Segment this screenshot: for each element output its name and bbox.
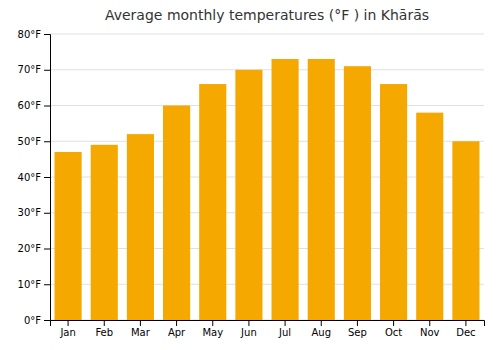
x-tick-mark bbox=[104, 320, 105, 326]
x-tick-mark bbox=[285, 320, 286, 326]
y-tick-mark bbox=[44, 213, 50, 214]
x-tick-mark bbox=[357, 320, 358, 326]
bar bbox=[380, 84, 407, 320]
x-tick: Oct bbox=[385, 320, 402, 338]
chart: Jan Feb Mar Apr May Jun Jul Aug Sep Oct Nov Dec 0°F 1… bbox=[0, 0, 500, 350]
x-tick: Sep bbox=[348, 320, 367, 338]
x-tick: Jul bbox=[278, 320, 291, 338]
y-tick: 40°F bbox=[18, 172, 50, 183]
y-tick: 70°F bbox=[18, 64, 50, 75]
bar bbox=[91, 145, 118, 320]
bar bbox=[127, 134, 154, 320]
bar bbox=[452, 141, 479, 320]
y-axis-line bbox=[44, 35, 51, 321]
x-tick: Apr bbox=[168, 320, 186, 338]
y-tick-label: 10°F bbox=[18, 279, 42, 290]
bar bbox=[163, 106, 190, 321]
plot: Jan Feb Mar Apr May Jun Jul Aug Sep Oct Nov Dec 0°F 1… bbox=[18, 29, 485, 338]
y-tick-label: 40°F bbox=[18, 172, 42, 183]
y-tick-mark bbox=[44, 249, 50, 250]
y-tick: 60°F bbox=[18, 100, 50, 111]
x-tick-label: Oct bbox=[385, 327, 402, 338]
y-tick: 20°F bbox=[18, 243, 50, 254]
y-tick-mark bbox=[44, 106, 50, 107]
x-tick-label: Jun bbox=[240, 327, 257, 338]
x-axis: Jan Feb Mar Apr May Jun Jul Aug Sep Oct Nov Dec bbox=[51, 320, 485, 338]
y-tick-mark bbox=[44, 34, 50, 35]
bar bbox=[416, 113, 443, 320]
y-tick-label: 30°F bbox=[18, 207, 42, 218]
bar bbox=[55, 152, 82, 320]
grid-line bbox=[50, 105, 484, 106]
x-tick-mark bbox=[248, 320, 249, 326]
x-tick-label: Aug bbox=[311, 327, 331, 338]
y-tick-label: 70°F bbox=[18, 64, 42, 75]
y-tick: 10°F bbox=[18, 279, 50, 290]
x-tick-label: Jan bbox=[59, 327, 75, 338]
grid-line bbox=[50, 34, 484, 35]
x-tick-label: Dec bbox=[456, 327, 475, 338]
y-tick-mark bbox=[44, 284, 50, 285]
y-tick-label: 50°F bbox=[18, 136, 42, 147]
bar bbox=[308, 59, 335, 320]
x-axis-line bbox=[51, 321, 485, 327]
x-tick: May bbox=[202, 320, 223, 338]
bar bbox=[272, 59, 299, 320]
y-tick-label: 60°F bbox=[18, 100, 42, 111]
grid-line bbox=[50, 69, 484, 70]
x-tick-mark bbox=[212, 320, 213, 326]
x-tick-label: Jul bbox=[278, 327, 291, 338]
x-tick: Feb bbox=[95, 320, 113, 338]
x-tick-label: Feb bbox=[95, 327, 113, 338]
title: Average monthly temperatures (°F ) in Kh… bbox=[105, 7, 429, 23]
y-tick: 30°F bbox=[18, 207, 50, 218]
y-axis: 0°F 10°F 20°F 30°F 40°F 50°F 60°F 70°F 80°F bbox=[18, 29, 51, 326]
x-tick-mark bbox=[176, 320, 177, 326]
y-tick-mark bbox=[44, 70, 50, 71]
y-tick-mark bbox=[44, 320, 50, 321]
x-tick-mark bbox=[429, 320, 430, 326]
x-tick: Dec bbox=[456, 320, 475, 338]
x-tick: Mar bbox=[131, 320, 151, 338]
x-tick-mark bbox=[68, 320, 69, 326]
x-tick: Nov bbox=[420, 320, 440, 338]
x-tick-mark bbox=[393, 320, 394, 326]
y-tick-label: 20°F bbox=[18, 243, 42, 254]
y-tick: 50°F bbox=[18, 136, 50, 147]
y-tick: 80°F bbox=[18, 29, 50, 40]
x-tick-mark bbox=[465, 320, 466, 326]
x-tick-mark bbox=[321, 320, 322, 326]
y-tick-mark bbox=[44, 177, 50, 178]
x-tick-label: May bbox=[202, 327, 223, 338]
x-tick: Jan bbox=[59, 320, 75, 338]
x-tick-label: Sep bbox=[348, 327, 367, 338]
x-tick-label: Nov bbox=[420, 327, 440, 338]
x-tick: Jun bbox=[240, 320, 257, 338]
x-tick-mark bbox=[140, 320, 141, 326]
grid bbox=[50, 34, 484, 320]
x-tick-label: Apr bbox=[168, 327, 186, 338]
y-tick-mark bbox=[44, 141, 50, 142]
bar bbox=[344, 66, 371, 320]
y-tick: 0°F bbox=[24, 315, 50, 326]
bar bbox=[235, 70, 262, 320]
x-tick: Aug bbox=[311, 320, 331, 338]
y-tick-label: 80°F bbox=[18, 29, 42, 40]
y-tick-label: 0°F bbox=[24, 315, 41, 326]
bars bbox=[55, 59, 480, 320]
bar bbox=[199, 84, 226, 320]
x-tick-label: Mar bbox=[131, 327, 151, 338]
